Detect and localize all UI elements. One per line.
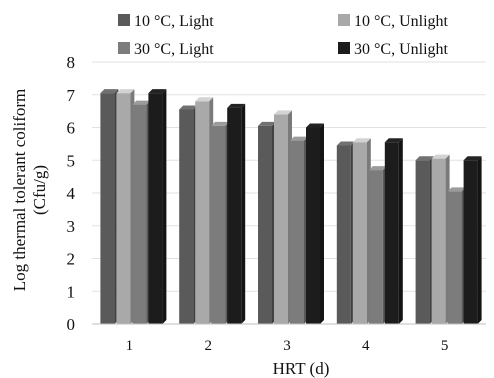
legend-item: 30 °C, Light	[118, 41, 214, 58]
y-tick-label: 3	[67, 217, 76, 236]
legend-label: 30 °C, Light	[134, 41, 214, 58]
bar-face	[431, 158, 446, 324]
y-axis-title-line-1: Log thermal tolerant coliform	[10, 89, 29, 292]
bar	[132, 100, 151, 324]
x-tick-label: 3	[283, 338, 291, 354]
bar-top	[431, 154, 450, 159]
y-tick-label: 0	[67, 315, 76, 334]
y-tick-label: 5	[67, 151, 76, 170]
bar	[100, 89, 119, 324]
bar-top	[274, 110, 292, 115]
y-tick-label: 4	[67, 184, 76, 203]
y-tick-label: 7	[67, 86, 76, 105]
bar-face	[352, 142, 367, 324]
bar	[148, 89, 167, 324]
bar	[211, 121, 230, 324]
bar-face	[463, 160, 478, 324]
bar-side	[162, 89, 167, 324]
legend: 10 °C, Light 10 °C, Unlight 30 °C, Light 30…	[118, 13, 449, 58]
bar-top	[227, 103, 246, 108]
bar-face	[227, 107, 242, 324]
bar-top	[463, 156, 482, 161]
bar-face	[274, 114, 288, 325]
x-tick-label: 4	[362, 338, 370, 354]
legend-swatch	[338, 14, 350, 26]
legend-item: 10 °C, Light	[118, 13, 214, 30]
bar	[463, 156, 482, 324]
bar-side	[320, 123, 324, 324]
legend-swatch	[118, 14, 130, 26]
bar	[447, 187, 466, 324]
bar-top	[368, 166, 387, 171]
bar	[306, 123, 324, 324]
bar	[195, 97, 214, 324]
bar-top	[415, 156, 434, 161]
bar-top	[336, 141, 355, 146]
legend-item: 30 °C, Unlight	[338, 41, 449, 58]
bar-face	[368, 170, 383, 324]
bars	[100, 89, 482, 325]
x-axis-title: HRT (d)	[273, 359, 330, 378]
y-tick-label: 1	[67, 282, 76, 301]
bar	[368, 166, 387, 324]
bar-top	[195, 97, 214, 102]
bar-top	[179, 105, 198, 110]
bar-top	[148, 89, 167, 94]
bar	[179, 105, 198, 324]
bar-face	[447, 191, 462, 324]
legend-item: 10 °C, Unlight	[338, 13, 449, 30]
x-tick-label: 5	[441, 338, 449, 354]
bar-face	[132, 104, 147, 324]
bar-side	[241, 103, 246, 324]
bar-top	[352, 138, 371, 143]
y-axis-title-line-2: (Cfu/g)	[30, 165, 49, 215]
legend-label: 30 °C, Unlight	[354, 41, 449, 58]
bar-face	[148, 93, 163, 324]
legend-label: 10 °C, Light	[134, 13, 214, 30]
bar-top	[116, 89, 135, 94]
legend-label: 10 °C, Unlight	[354, 13, 449, 30]
bar	[274, 110, 292, 325]
bar-face	[116, 93, 131, 324]
axes: 0 1 2 3 4 5 6 7 8 1 2 3 4 5	[67, 53, 486, 354]
bar-face	[415, 160, 430, 324]
y-tick-label: 2	[67, 250, 76, 269]
bar	[415, 156, 434, 324]
bar-face	[195, 101, 210, 324]
x-tick-label: 2	[204, 338, 212, 354]
bar-side	[477, 156, 482, 324]
bar	[352, 138, 371, 324]
bar	[258, 121, 276, 324]
bar-face	[336, 145, 351, 324]
bar	[290, 136, 308, 324]
bar-top	[258, 121, 276, 126]
bar-top	[290, 136, 308, 141]
bar-face	[290, 140, 304, 324]
bar-top	[306, 123, 324, 128]
bar-face	[384, 142, 399, 324]
bar-face	[211, 125, 226, 324]
legend-swatch	[118, 42, 130, 54]
y-tick-label: 6	[67, 119, 76, 138]
y-tick-label: 8	[67, 53, 76, 72]
bar-face	[100, 93, 115, 324]
bar-face	[258, 125, 272, 324]
bar-top	[211, 121, 230, 126]
bar-side	[398, 138, 403, 324]
bar-top	[100, 89, 119, 94]
legend-swatch	[338, 42, 350, 54]
bar-face	[179, 109, 194, 324]
bar	[227, 103, 246, 324]
bar	[116, 89, 135, 324]
bar-face	[306, 127, 320, 324]
bar	[384, 138, 403, 324]
bar	[431, 154, 450, 324]
bar-top	[384, 138, 403, 143]
bar-top	[132, 100, 151, 105]
x-tick-label: 1	[126, 338, 134, 354]
bar-top	[447, 187, 466, 192]
bar	[336, 141, 355, 324]
